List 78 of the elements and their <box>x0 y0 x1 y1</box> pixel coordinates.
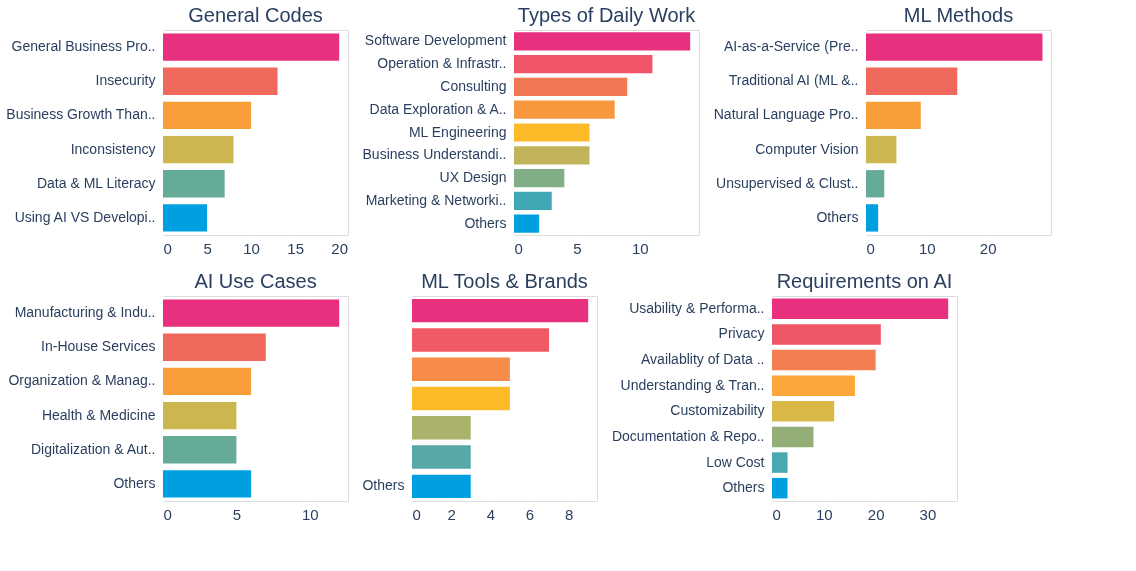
y-tick-label: Low Cost <box>706 453 765 470</box>
y-tick-label: Traditional AI (ML &.. <box>728 72 859 89</box>
x-tick-label: 5 <box>573 239 582 257</box>
y-tick-label: Insecurity <box>95 72 156 89</box>
x-tick-label: 0 <box>163 505 172 523</box>
x-tick-label: 20 <box>867 505 885 523</box>
y-tick-label: Business Understandi.. <box>362 146 507 163</box>
chart-title: ML Methods <box>903 4 1014 26</box>
x-tick-label: 10 <box>632 239 649 257</box>
x-tick-label: 0 <box>412 505 421 523</box>
bar <box>163 204 208 232</box>
x-tick-label: 0 <box>866 239 875 257</box>
y-tick-label: Operation & Infrastr.. <box>377 55 507 72</box>
y-tick-label: Health & Medicine <box>41 406 156 423</box>
y-tick-label: Customizability <box>670 402 765 419</box>
bar <box>412 445 471 469</box>
bar <box>412 328 550 352</box>
y-tick-label: Privacy <box>718 325 765 342</box>
x-tick-label: 0 <box>772 505 781 523</box>
y-tick-label: Others <box>816 208 859 225</box>
y-tick-label: ML Engineering <box>408 123 507 140</box>
chart-title: AI Use Cases <box>194 270 317 292</box>
y-tick-label: Others <box>464 214 507 231</box>
y-tick-label: Using AI VS Developi.. <box>14 208 156 225</box>
y-tick-label: Organization & Manag.. <box>8 372 156 389</box>
bar <box>412 416 471 440</box>
x-tick-label: 10 <box>919 239 936 257</box>
y-tick-label: Business Growth Than.. <box>6 106 156 123</box>
y-tick-label: Data & ML Literacy <box>36 174 156 191</box>
x-tick-label: 30 <box>919 505 937 523</box>
y-tick-label: UX Design <box>439 169 507 186</box>
x-tick-label: 10 <box>243 239 260 257</box>
y-tick-label: Others <box>722 479 765 496</box>
y-tick-label: Consulting <box>440 77 507 94</box>
x-tick-label: 8 <box>564 505 574 523</box>
chart-title: General Codes <box>188 4 323 26</box>
x-tick-label: 5 <box>203 239 212 257</box>
y-tick-label: Documentation & Repo.. <box>611 427 765 444</box>
y-tick-label: Data Exploration & A.. <box>369 100 507 117</box>
bar <box>412 357 510 381</box>
chart-title: ML Tools & Brands <box>421 270 588 292</box>
y-tick-label: Others <box>113 474 156 491</box>
y-tick-label: AI-as-a-Service (Pre.. <box>723 38 859 55</box>
y-tick-label: Availablity of Data .. <box>641 351 765 368</box>
x-tick-label: 2 <box>447 505 456 523</box>
y-tick-label: Others <box>362 477 405 494</box>
bar <box>412 386 510 411</box>
bar <box>163 135 234 164</box>
y-tick-label: Software Development <box>364 32 507 49</box>
x-tick-label: 5 <box>232 505 242 523</box>
x-tick-label: 15 <box>287 239 304 257</box>
y-tick-label: Natural Language Pro.. <box>713 106 859 123</box>
bar <box>412 474 471 499</box>
y-tick-label: In-House Services <box>41 338 156 355</box>
y-tick-label: Understanding & Tran.. <box>620 376 765 393</box>
y-tick-label: Digitalization & Aut.. <box>30 440 156 457</box>
x-tick-label: 10 <box>815 505 833 523</box>
y-tick-label: Unsupervised & Clust.. <box>716 174 859 191</box>
x-tick-label: 6 <box>525 505 535 523</box>
y-tick-label: Manufacturing & Indu.. <box>14 304 156 321</box>
x-tick-label: 0 <box>163 239 172 257</box>
chart-title: Types of Daily Work <box>517 4 697 26</box>
x-tick-label: 20 <box>331 239 349 257</box>
x-tick-label: 10 <box>301 505 319 523</box>
y-tick-label: Usability & Performa.. <box>629 299 765 316</box>
x-tick-label: 20 <box>979 239 997 257</box>
bar <box>163 101 252 130</box>
bar <box>163 33 340 61</box>
y-tick-label: Inconsistency <box>70 140 156 157</box>
chart-title: Requirements on AI <box>776 270 953 292</box>
x-tick-label: 0 <box>514 239 523 257</box>
y-tick-label: Marketing & Networki.. <box>365 191 507 208</box>
bar <box>163 170 225 198</box>
x-tick-label: 4 <box>486 505 495 523</box>
y-tick-label: General Business Pro.. <box>11 38 156 55</box>
bar <box>412 298 589 323</box>
bar <box>163 67 278 95</box>
y-tick-label: Computer Vision <box>755 140 859 157</box>
